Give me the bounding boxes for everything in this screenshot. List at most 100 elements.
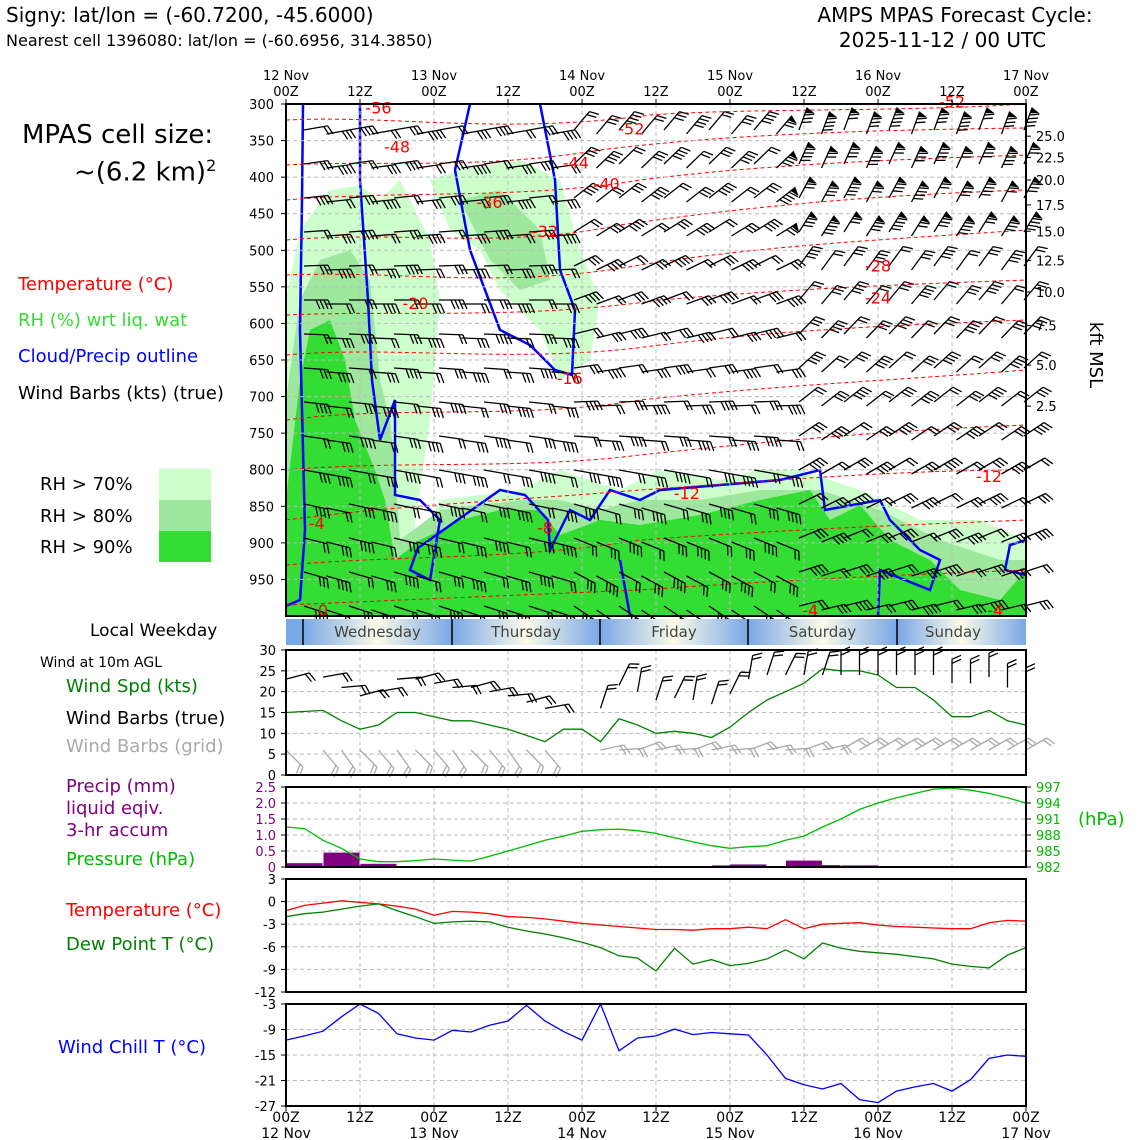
wind-barb	[969, 654, 980, 684]
wind-barb	[596, 222, 626, 237]
temp-contour-label: -12	[976, 467, 1002, 486]
temperature-label: Temperature (°C)	[66, 900, 222, 921]
bottom-hour-label: 00Z	[420, 1110, 447, 1126]
wind-barb	[955, 180, 975, 203]
wind-barb	[911, 355, 939, 373]
wind-barb	[956, 284, 982, 305]
wind-barb	[641, 473, 669, 488]
wind-barb	[766, 744, 797, 755]
wind-barb	[731, 114, 757, 135]
precip-label-3: 3-hr accum	[66, 820, 169, 841]
wind-barb	[348, 333, 378, 345]
wind-barb	[285, 672, 316, 683]
bottom-day-label: 12 Nov	[261, 1126, 311, 1140]
wind-barb	[528, 229, 559, 240]
rh90-swatch	[159, 531, 211, 562]
wind-barb	[753, 435, 782, 448]
wind-barb	[551, 337, 580, 349]
y-tick-label: -12	[255, 986, 276, 1001]
wind-barb	[596, 258, 627, 272]
dewpoint-label: Dew Point T (°C)	[66, 934, 215, 955]
bottom-hour-label: 12Z	[346, 1110, 373, 1126]
bottom-hour-label: 00Z	[272, 1110, 299, 1126]
precip-bar	[286, 863, 323, 867]
weekday-label: Friday	[651, 623, 697, 641]
wind-barb	[753, 218, 783, 233]
wind-barb	[528, 333, 558, 345]
nearest-cell: Nearest cell 1396080: lat/lon = (-60.695…	[6, 31, 433, 50]
temp-contour-label: -48	[384, 137, 410, 156]
wind-barb	[393, 435, 422, 449]
wind-barb	[551, 268, 581, 279]
wind-barb	[415, 672, 446, 683]
wind-barb	[821, 284, 847, 305]
wind-barb	[484, 299, 513, 310]
top-day-label: 14 Nov	[559, 69, 605, 84]
wind-barb	[461, 233, 491, 244]
wind-barb	[461, 164, 492, 176]
dewpoint-line	[285, 903, 1027, 972]
wind-barb	[1000, 111, 1018, 135]
wind-barb	[1023, 422, 1053, 437]
wind-barbs-true-label: Wind Barbs (true)	[66, 708, 226, 729]
wind-barb	[596, 186, 625, 203]
wind-barb	[393, 367, 422, 380]
wind-barb	[596, 368, 627, 380]
wind-barb	[551, 405, 580, 419]
pressure-tick-label: 300	[249, 98, 274, 113]
wind-barb	[798, 492, 829, 505]
wind-barb	[821, 426, 851, 441]
wind-barb	[573, 291, 604, 304]
wind-barb	[416, 164, 447, 174]
wind-barb	[551, 303, 581, 314]
wind-barb	[416, 439, 444, 453]
wind-barb	[843, 211, 863, 233]
weekday-band: Wednesday Thursday Friday Saturday Sunday	[286, 619, 1026, 645]
y-tick-label: 10	[259, 727, 276, 742]
wind-barb	[393, 469, 421, 484]
wind-barb	[776, 507, 802, 525]
wind-barb	[798, 176, 817, 199]
wind-barb	[348, 125, 379, 137]
wind-barb	[686, 439, 715, 452]
top-day-label: 16 Nov	[855, 69, 901, 84]
wind-barb	[843, 422, 873, 437]
wind-barb	[528, 469, 556, 484]
wind-barb	[544, 703, 575, 714]
wind-barb	[438, 571, 465, 589]
wind-barb	[596, 404, 626, 415]
wind-barb	[438, 194, 469, 206]
wind-barb	[888, 316, 916, 335]
weekday-cell	[452, 619, 600, 645]
wind-barb	[655, 675, 674, 701]
wind-barb	[708, 435, 737, 448]
wind-barb	[506, 507, 533, 523]
wind-barb	[776, 368, 807, 379]
wind-barb	[618, 469, 646, 484]
wind-barb	[978, 211, 998, 233]
wind-barb	[303, 194, 334, 206]
wind-barb	[438, 401, 467, 415]
kft-tick-label: 17.5	[1036, 199, 1065, 214]
wind-barb	[618, 218, 648, 233]
wind-barb	[1006, 658, 1017, 688]
wind-barb	[618, 663, 640, 686]
wind-barb	[393, 503, 421, 519]
bottom-hour-label: 12Z	[494, 1110, 521, 1126]
wind-barb	[326, 371, 355, 384]
wind-barb	[663, 291, 694, 301]
wind-barb	[798, 386, 827, 403]
wind-barb	[573, 146, 601, 165]
wind-barb	[596, 541, 620, 561]
wind-barb	[866, 496, 897, 509]
wind-barb	[396, 749, 412, 779]
wind-barb	[663, 327, 694, 339]
wind-barb	[686, 186, 715, 203]
wind-barb	[866, 355, 894, 373]
rh80-swatch	[159, 500, 211, 531]
wind-barb	[322, 672, 353, 683]
pressure-right-label: 997	[1036, 781, 1061, 796]
wind-barb	[303, 160, 334, 171]
